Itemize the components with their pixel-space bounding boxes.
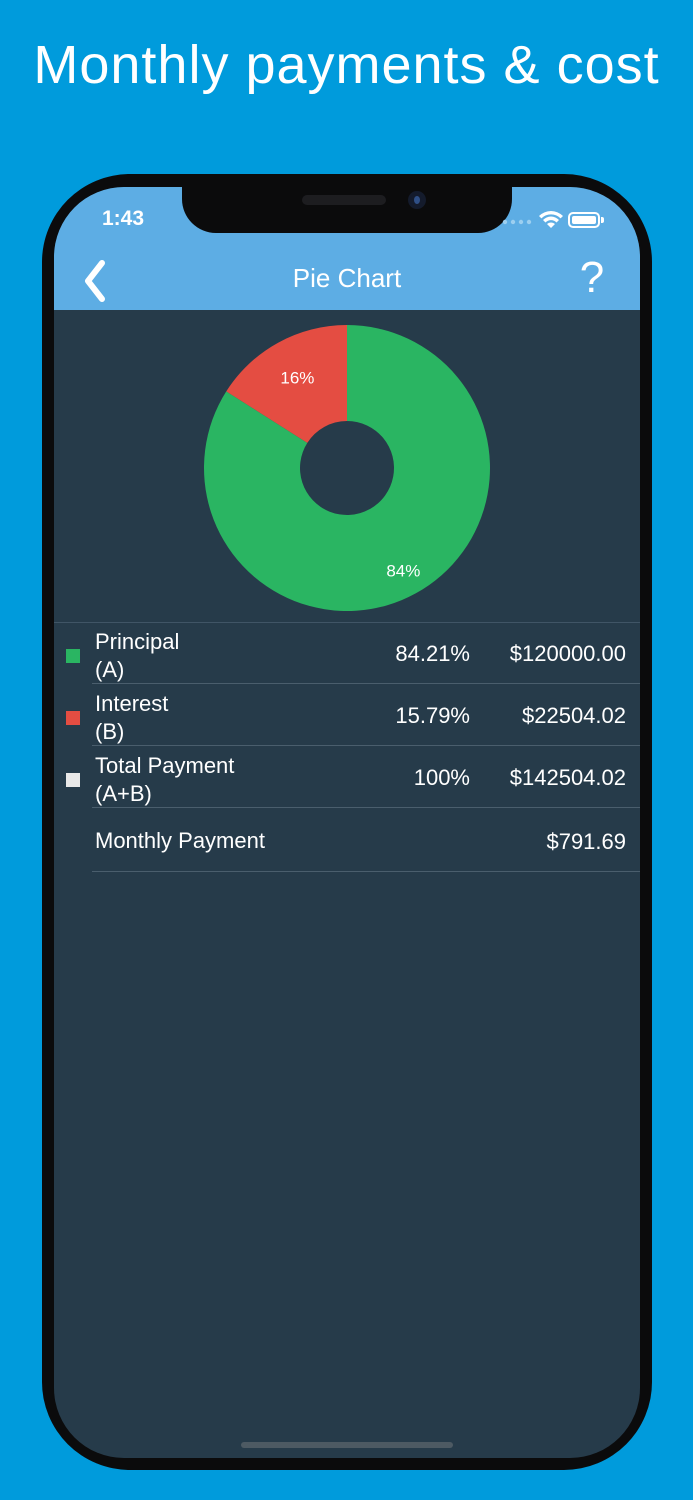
summary-row-interest: Interest (B) 15.79% $22504.02 xyxy=(54,684,640,746)
row-percent: 100% xyxy=(413,765,470,790)
legend-swatch xyxy=(66,711,80,725)
row-amount: $22504.02 xyxy=(522,703,626,728)
nav-bar: 1:43 Pie Chart ? xyxy=(54,187,640,310)
page-title: Pie Chart xyxy=(292,263,402,293)
promo-title: Monthly payments & cost xyxy=(33,35,660,95)
summary-row-principal: Principal (A) 84.21% $120000.00 xyxy=(54,622,640,684)
back-button[interactable] xyxy=(80,259,112,303)
row-percent: 15.79% xyxy=(395,703,470,728)
speaker-grille xyxy=(302,195,386,205)
row-separator xyxy=(92,683,640,684)
row-label: Monthly Payment xyxy=(95,828,265,853)
summary-row-monthly: Monthly Payment $791.69 xyxy=(54,810,640,872)
row-percent: 84.21% xyxy=(395,641,470,666)
row-separator xyxy=(92,871,640,872)
row-amount: $791.69 xyxy=(546,829,626,854)
data-label-interest: 16% xyxy=(280,369,314,388)
row-label: Interest xyxy=(95,691,169,716)
chevron-left-icon xyxy=(85,260,105,302)
notch xyxy=(182,187,512,233)
slice-principal xyxy=(204,325,490,611)
status-icons xyxy=(502,209,616,233)
app-screen: 1:43 Pie Chart ? 84% 16% xyxy=(54,187,640,1458)
slice-interest xyxy=(226,325,347,443)
wifi-icon xyxy=(539,211,563,228)
row-separator xyxy=(92,745,640,746)
summary-row-total: Total Payment (A+B) 100% $142504.02 xyxy=(54,746,640,808)
legend-swatch xyxy=(66,773,80,787)
row-sublabel: (A) xyxy=(95,657,125,682)
row-sublabel: (A+B) xyxy=(95,781,152,806)
signal-icon xyxy=(502,219,532,225)
donut-chart: 84% 16% xyxy=(204,325,490,611)
row-sublabel: (B) xyxy=(95,719,125,744)
front-camera xyxy=(408,191,426,209)
battery-icon xyxy=(568,212,604,228)
legend-swatch xyxy=(66,649,80,663)
data-label-principal: 84% xyxy=(386,562,420,581)
row-amount: $120000.00 xyxy=(509,641,626,666)
status-time: 1:43 xyxy=(102,207,145,230)
home-indicator xyxy=(241,1442,453,1448)
help-button[interactable]: ? xyxy=(579,253,605,302)
row-label: Principal xyxy=(95,629,180,654)
row-separator xyxy=(92,807,640,808)
divider xyxy=(54,622,640,623)
row-label: Total Payment xyxy=(95,753,235,778)
row-amount: $142504.02 xyxy=(509,765,626,790)
